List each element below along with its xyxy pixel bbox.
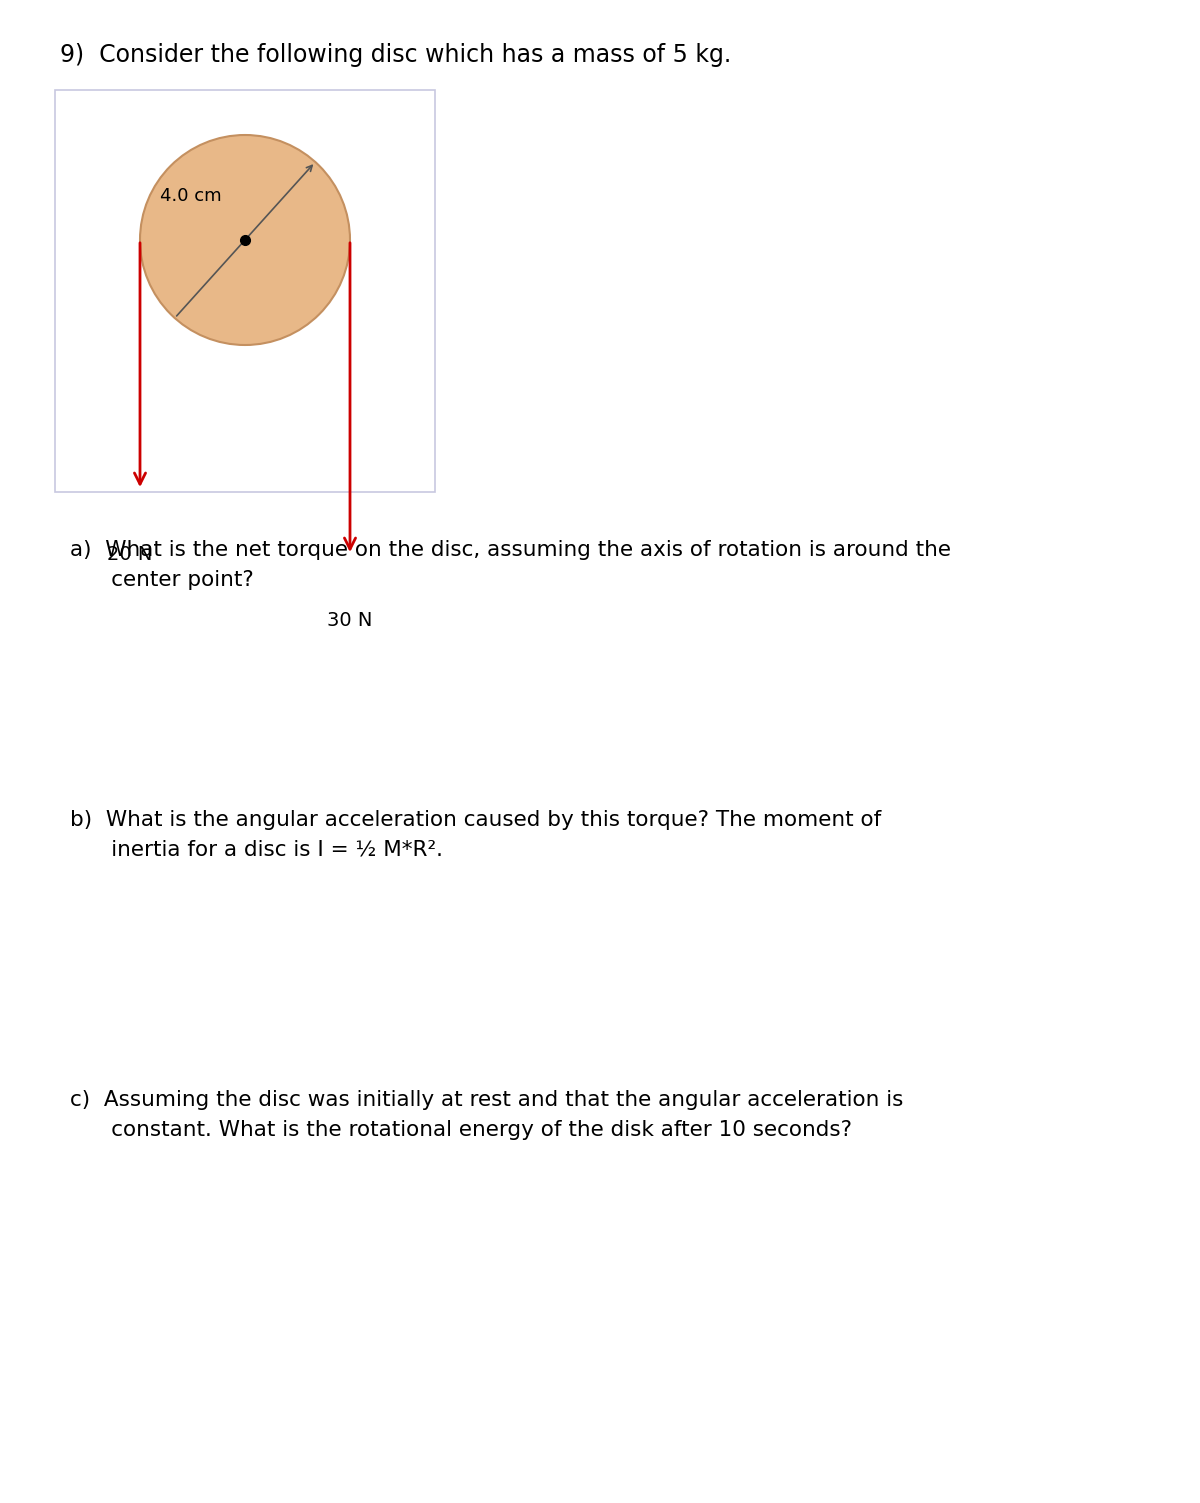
Text: 30 N: 30 N — [328, 610, 373, 630]
Text: 20 N: 20 N — [107, 546, 152, 565]
Text: a)  What is the net torque on the disc, assuming the axis of rotation is around : a) What is the net torque on the disc, a… — [70, 540, 952, 589]
Text: b)  What is the angular acceleration caused by this torque? The moment of
      : b) What is the angular acceleration caus… — [70, 810, 881, 860]
Text: 4.0 cm: 4.0 cm — [160, 186, 222, 204]
Text: 9)  Consider the following disc which has a mass of 5 kg.: 9) Consider the following disc which has… — [60, 44, 731, 68]
Text: c)  Assuming the disc was initially at rest and that the angular acceleration is: c) Assuming the disc was initially at re… — [70, 1090, 904, 1139]
Bar — [55, 90, 436, 491]
Circle shape — [140, 135, 350, 346]
